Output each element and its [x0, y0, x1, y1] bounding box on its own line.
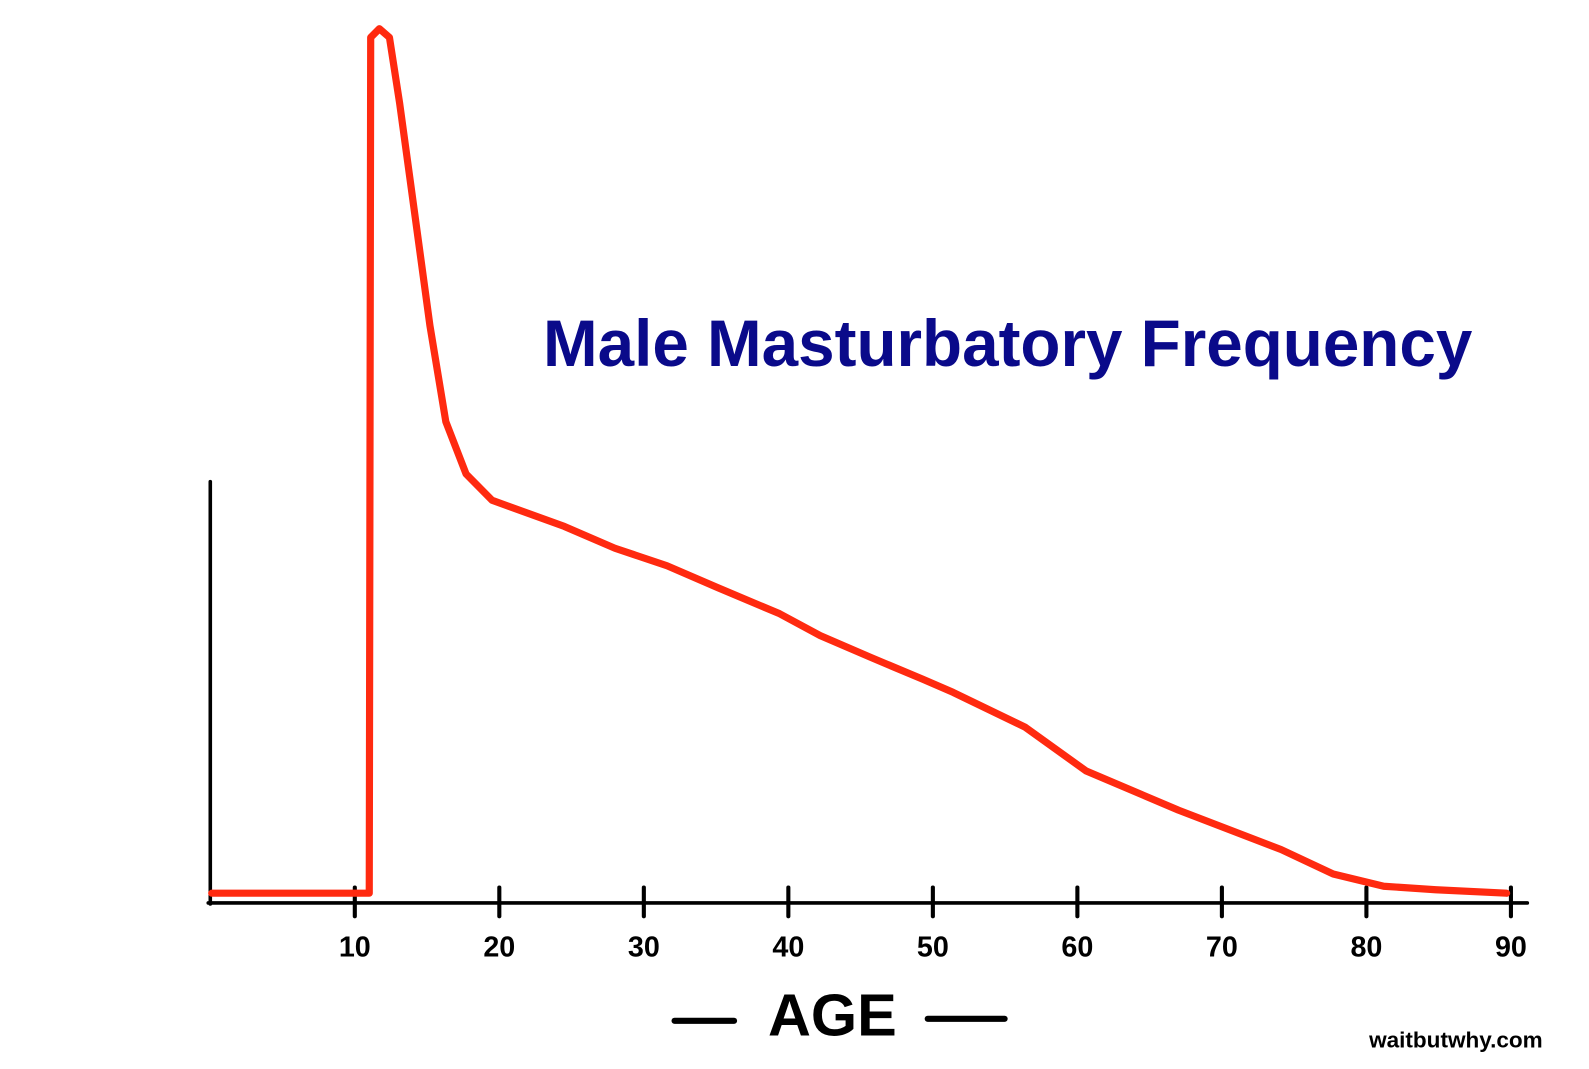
x-tick-label: 20 [483, 932, 515, 964]
data-line [208, 25, 1511, 897]
x-tick-label: 70 [1206, 932, 1238, 964]
credit: waitbutwhy.com [1368, 1027, 1543, 1052]
x-tick-label: 30 [628, 932, 660, 964]
chart-title: Male Masturbatory Frequency [543, 307, 1473, 380]
x-axis-label: AGE [768, 982, 897, 1049]
x-tick-label: 80 [1350, 932, 1382, 964]
x-tick-label: 10 [339, 932, 371, 964]
x-tick-label: 60 [1061, 932, 1093, 964]
x-tick-label: 50 [917, 932, 949, 964]
x-tick-label: 40 [772, 932, 804, 964]
x-tick-label: 90 [1495, 932, 1527, 964]
